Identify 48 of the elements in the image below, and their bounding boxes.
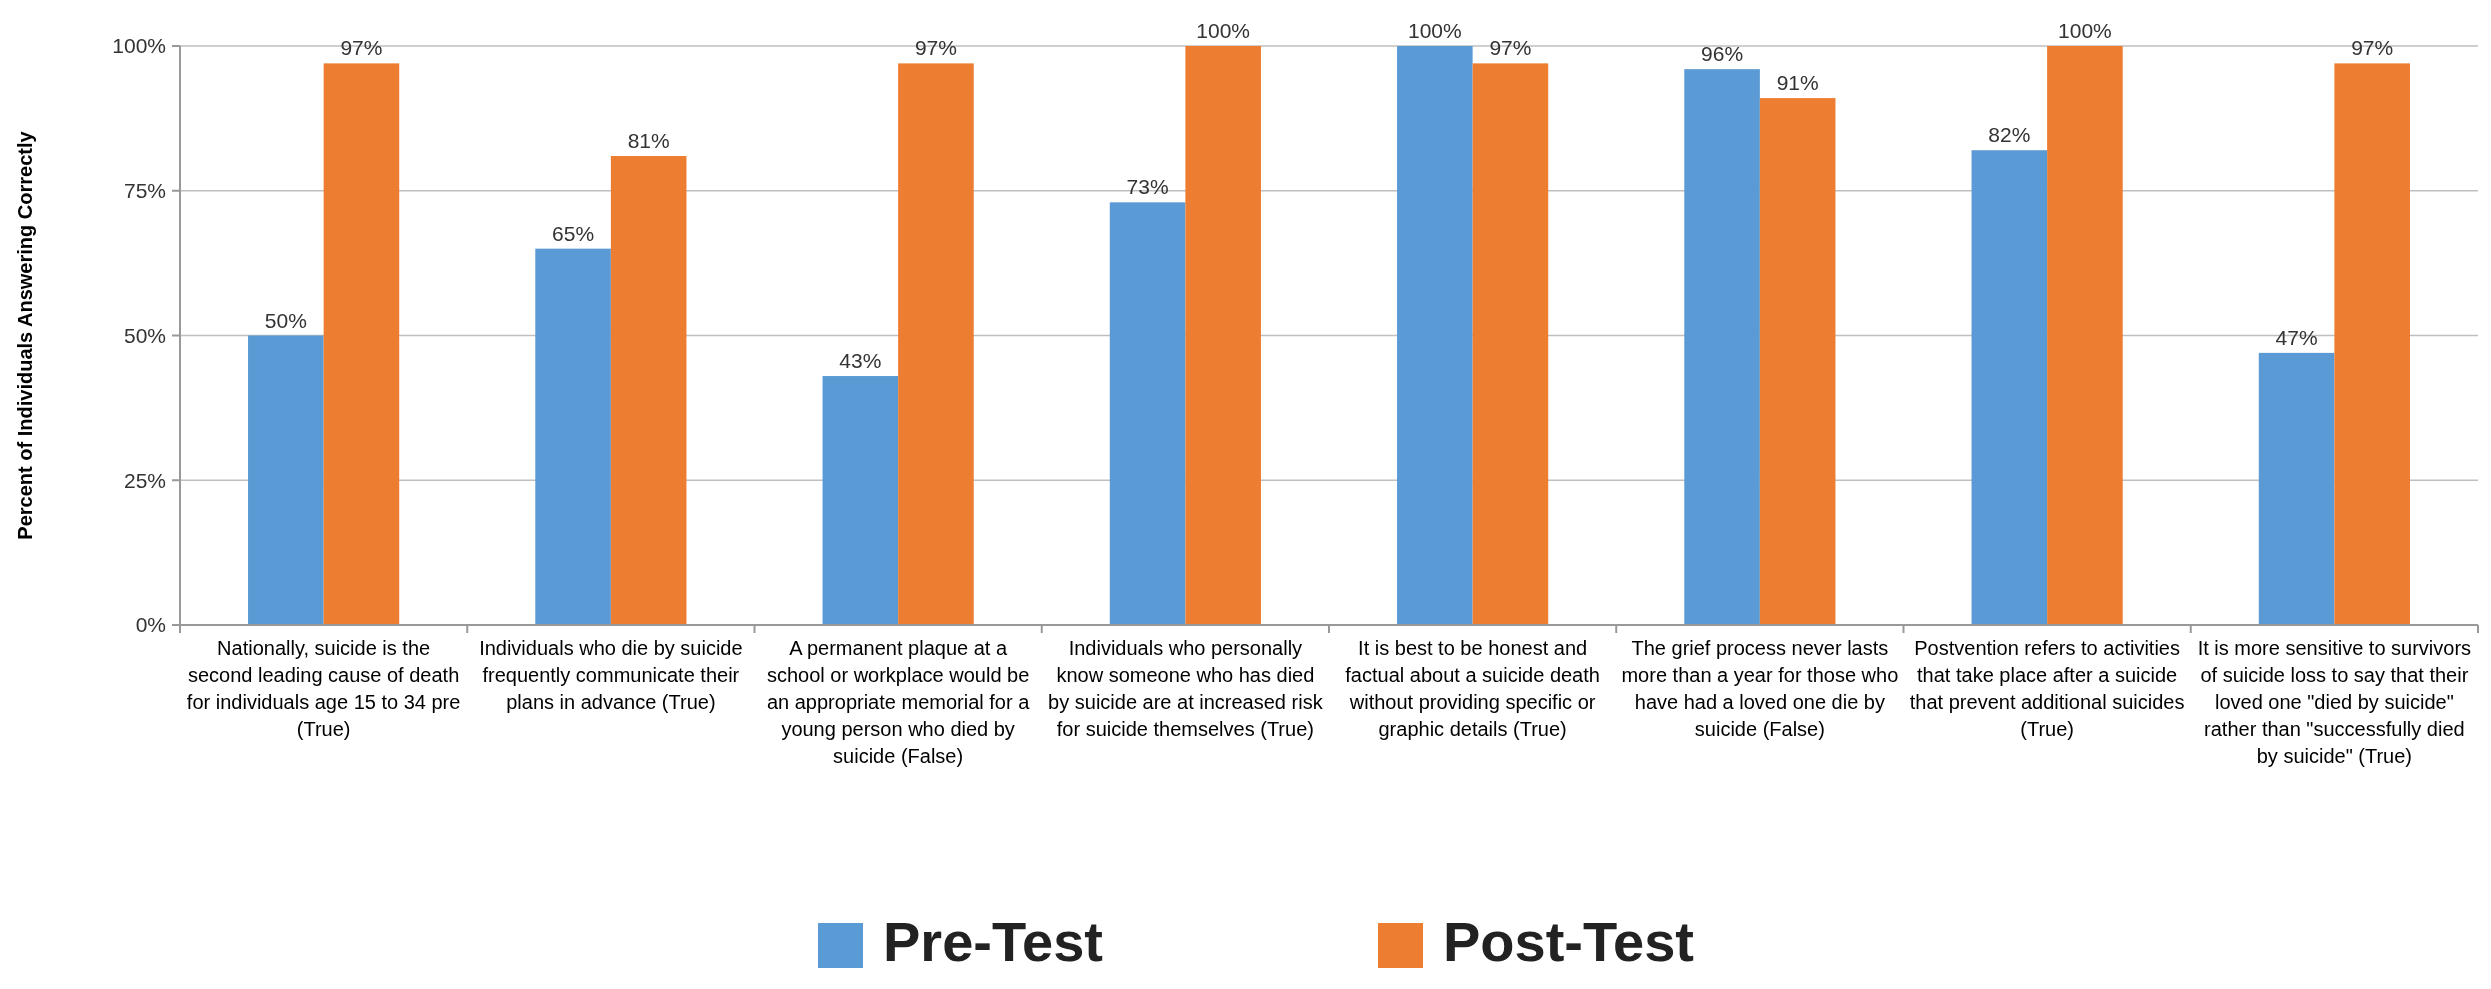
y-tick-label: 0% [135, 613, 166, 637]
bar [2334, 63, 2410, 625]
bar [248, 335, 324, 625]
bar [1109, 202, 1186, 625]
data-label: 82% [1988, 123, 2031, 147]
bar [822, 376, 899, 625]
legend-label: Post-Test [1443, 910, 1694, 973]
data-label: 43% [839, 349, 882, 373]
y-axis-title: Percent of Individuals Answering Correctly [14, 130, 36, 540]
x-tick-label: Individuals who die by suicide frequently communicate their plans in advance (True) [479, 637, 743, 713]
data-label: 97% [340, 36, 383, 60]
data-label: 97% [1489, 36, 1532, 60]
bar [1397, 46, 1473, 625]
bar [1684, 69, 1760, 625]
legend-label: Pre-Test [883, 910, 1103, 973]
data-label: 96% [1701, 42, 1744, 66]
x-tick-label: It is more sensitive to survivors of suicide loss to say that their loved one "died by suicide" rather than "successfully died by suicide" (True) [2197, 637, 2472, 767]
x-tick-label: The grief process never lasts more than a year for those who have had a loved one die by suicide (False) [1621, 637, 1899, 740]
x-tick-label: It is best to be honest and factual about a suicide death without providing specific or graphic details (True) [1345, 637, 1600, 740]
data-label: 47% [2275, 325, 2318, 349]
y-tick-label: 100% [112, 34, 166, 58]
data-label: 100% [2058, 19, 2112, 42]
bar [1759, 98, 1836, 625]
data-label: 81% [627, 129, 670, 153]
bar [1185, 46, 1261, 625]
bar [898, 63, 974, 625]
data-label: 65% [552, 221, 595, 245]
bar [535, 248, 611, 625]
y-tick-label: 50% [123, 323, 166, 347]
x-tick-label: Postvention refers to activities that take place after a suicide that prevent additional suicides (True) [1909, 637, 2185, 740]
bar [1971, 150, 2048, 625]
bar [2258, 352, 2335, 625]
bar [2047, 46, 2123, 625]
x-tick-label: Nationally, suicide is the second leading cause of death for individuals age 15 to 34 pre (True) [186, 637, 461, 740]
bar [610, 156, 687, 625]
bar [323, 63, 400, 625]
data-label: 91% [1776, 71, 1819, 95]
data-label: 73% [1126, 175, 1169, 199]
data-label: 50% [264, 308, 307, 332]
x-tick-label: A permanent plaque at a school or workplace would be an appropriate memorial for a young person who died by suicide (False) [766, 637, 1031, 767]
y-tick-label: 25% [123, 468, 166, 492]
data-label: 100% [1407, 19, 1462, 42]
x-tick-label: Individuals who personally know someone who has died by suicide are at increased risk for suicide themselves (True) [1048, 637, 1324, 740]
data-label: 97% [914, 36, 957, 60]
data-label: 97% [2351, 36, 2394, 60]
bar [1472, 63, 1549, 625]
data-label: 100% [1196, 19, 1251, 42]
y-tick-label: 75% [123, 179, 166, 203]
